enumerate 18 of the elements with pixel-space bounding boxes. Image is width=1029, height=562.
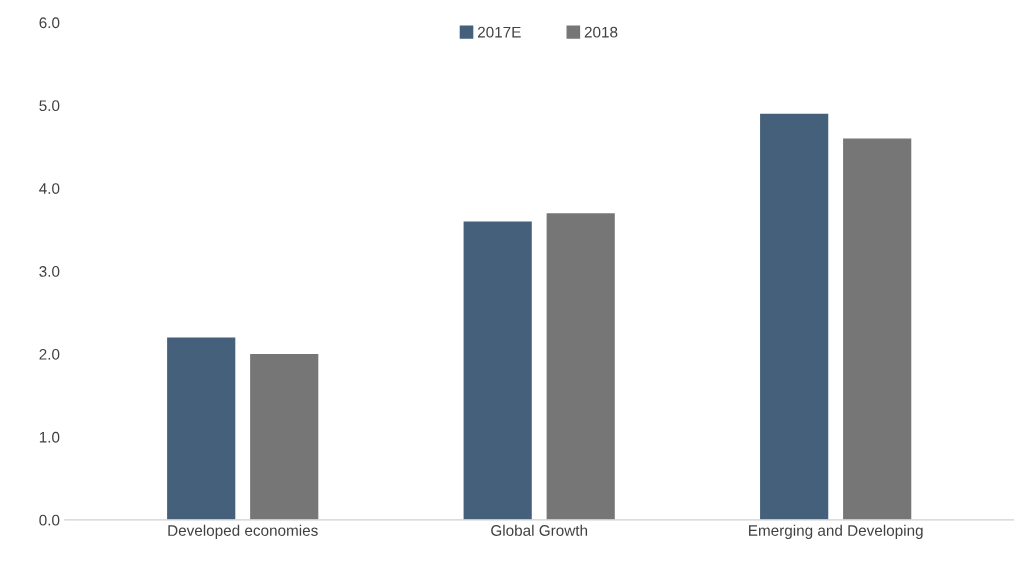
y-tick-label: 1.0	[39, 431, 60, 443]
bar	[843, 138, 912, 520]
bar	[167, 337, 236, 520]
legend-label: 2018	[584, 26, 618, 38]
x-tick-label: Developed economies	[168, 524, 318, 539]
bar	[546, 213, 615, 520]
y-tick-label: 2.0	[39, 348, 60, 360]
bar	[760, 113, 829, 520]
y-tick-label: 5.0	[39, 100, 60, 112]
y-tick-label: 6.0	[39, 17, 60, 29]
x-tick-label: Global Growth	[491, 524, 588, 536]
y-tick-label: 4.0	[39, 183, 60, 194]
bar	[463, 221, 532, 520]
x-tick-label: Emerging and Developing	[749, 524, 923, 539]
y-tick-label: 3.0	[39, 266, 60, 277]
legend-label: 2017E	[477, 26, 521, 38]
y-tick-label: 0.0	[39, 514, 60, 526]
bar	[250, 354, 319, 520]
